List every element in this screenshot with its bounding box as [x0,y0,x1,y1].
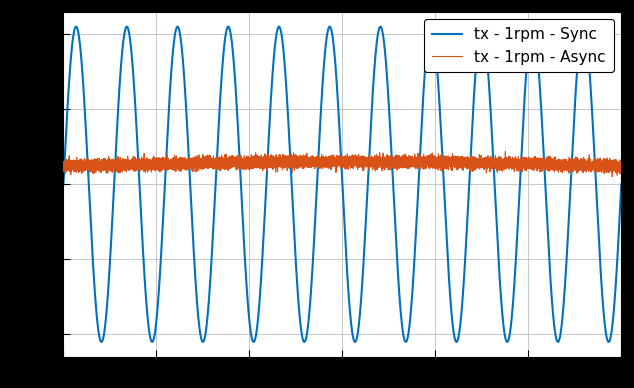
tx - 1rpm - Async [418,159,425,163]
tx - 1rpm - Async [397,159,404,164]
tx - 1rpm - Sync [262,198,269,203]
tx - 1rpm - Sync [390,192,398,197]
Legend: tx - 1rpm - Sync, tx - 1rpm - Async: tx - 1rpm - Sync, tx - 1rpm - Async [424,19,614,72]
tx - 1rpm - Async [60,163,67,167]
tx - 1rpm - Sync [87,233,95,238]
tx - 1rpm - Async [501,149,509,154]
Line: tx - 1rpm - Sync: tx - 1rpm - Sync [63,27,621,342]
tx - 1rpm - Async [618,168,625,173]
tx - 1rpm - Async [609,174,616,179]
tx - 1rpm - Async [323,160,331,165]
tx - 1rpm - Sync [618,182,625,187]
tx - 1rpm - Sync [473,51,481,55]
tx - 1rpm - Sync [123,24,131,29]
tx - 1rpm - Async [198,159,206,164]
Line: tx - 1rpm - Async: tx - 1rpm - Async [63,151,621,177]
tx - 1rpm - Async [581,166,589,170]
tx - 1rpm - Sync [554,340,562,344]
tx - 1rpm - Sync [503,340,510,344]
tx - 1rpm - Sync [60,182,67,187]
tx - 1rpm - Sync [414,192,422,197]
tx - 1rpm - Async [459,163,467,168]
